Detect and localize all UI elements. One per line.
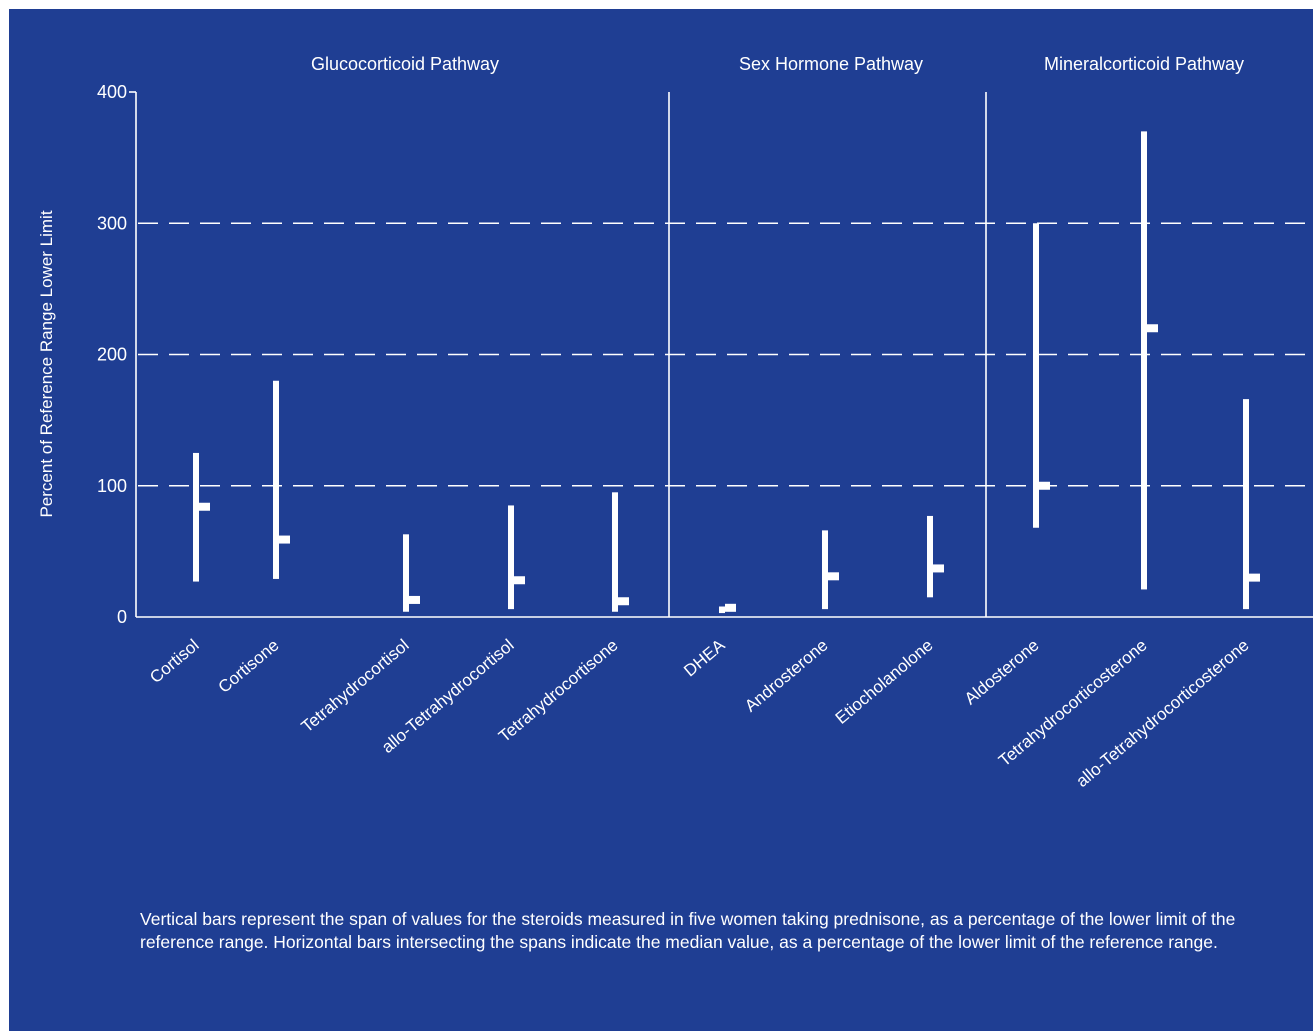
gridlines — [138, 222, 1313, 487]
median-marker-etiocholanolone — [933, 564, 944, 573]
range-bar-etiocholanolone — [927, 515, 933, 598]
range-bar-cortisone — [273, 380, 279, 579]
chart-caption: Vertical bars represent the span of valu… — [140, 909, 1236, 952]
median-marker-androsterone — [828, 572, 839, 581]
chart-panel: 0 100 200 300 400 Percent of Reference Range… — [9, 9, 1313, 1031]
range-bar-allo-tetrahydrocortisol — [508, 505, 514, 610]
group-title-3: Mineralcorticoid Pathway — [1044, 54, 1244, 74]
x-label-tetrahydrocortisol: Tetrahydrocortisol — [298, 636, 413, 737]
range-chart: 0 100 200 300 400 Percent of Reference Range… — [37, 54, 1313, 791]
median-marker-dhea — [725, 603, 736, 612]
median-marker-cortisone — [279, 535, 290, 544]
median-marker-tetrahydrocortisol — [409, 595, 420, 604]
x-label-cortisol: Cortisol — [146, 636, 202, 688]
pathway-groups: Glucocorticoid Pathway Sex Hormone Pathwa… — [311, 54, 1244, 617]
x-axis-labels: Cortisol Cortisone Tetrahydrocortisol allo-… — [146, 635, 1252, 791]
median-marker-allo-tetrahydrocortisol — [514, 576, 525, 585]
y-axis-label: Percent of Reference Range Lower Limit — [37, 210, 56, 517]
x-label-cortisone: Cortisone — [215, 636, 283, 697]
group-title-1: Glucocorticoid Pathway — [311, 54, 499, 74]
x-label-allo-tetrahydrocorticosterone: allo-Tetrahydrocorticosterone — [1072, 636, 1252, 791]
median-marker-tetrahydrocortisone — [618, 597, 629, 606]
range-bar-cortisol — [193, 452, 199, 582]
y-tick-label-0: 0 — [117, 607, 127, 627]
y-tick-label-300: 300 — [97, 213, 127, 233]
range-bar-aldosterone — [1033, 223, 1039, 528]
y-tick-label-200: 200 — [97, 345, 127, 365]
y-tick-label-100: 100 — [97, 476, 127, 496]
group-title-2: Sex Hormone Pathway — [739, 54, 923, 74]
range-bar-tetrahydrocortisol — [403, 534, 409, 612]
axes — [129, 91, 1313, 618]
range-bar-allo-tetrahydrocorticosterone — [1243, 399, 1249, 610]
range-bar-tetrahydrocorticosterone — [1141, 131, 1147, 590]
range-bar-androsterone — [822, 530, 828, 610]
x-label-androsterone: Androsterone — [741, 636, 831, 716]
range-bar-tetrahydrocortisone — [612, 492, 618, 612]
x-label-etiocholanolone: Etiocholanolone — [832, 636, 937, 728]
x-label-aldosterone: Aldosterone — [961, 636, 1043, 709]
median-marker-aldosterone — [1039, 481, 1050, 490]
range-bar-dhea — [719, 606, 725, 614]
median-marker-tetrahydrocorticosterone — [1147, 324, 1158, 333]
range-bars — [193, 131, 1260, 614]
median-marker-cortisol — [199, 502, 210, 511]
y-axis-ticks: 0 100 200 300 400 — [97, 82, 127, 627]
median-marker-allo-tetrahydrocorticosterone — [1249, 573, 1260, 582]
y-tick-label-400: 400 — [97, 82, 127, 102]
x-label-dhea: DHEA — [680, 635, 729, 680]
